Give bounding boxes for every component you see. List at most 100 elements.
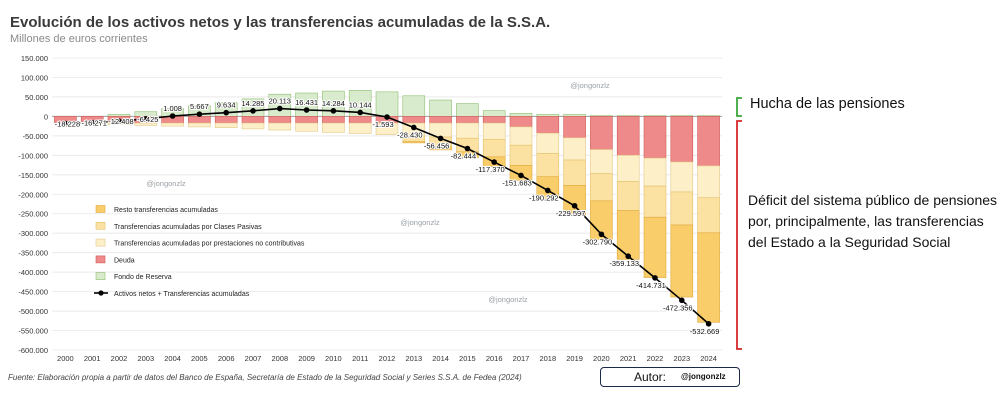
y-tick-label: -200.000 [18,190,48,199]
net-assets-point [411,124,417,131]
bar-resto [402,141,426,144]
net-assets-point [705,320,712,327]
bar-deuda [509,116,533,128]
x-tick-label: 2009 [298,354,315,363]
x-tick-label: 2018 [539,354,556,363]
bar-no-contributivas [643,157,667,187]
bar-resto [590,200,613,241]
chart-title: Evolución de los activos netos y las tra… [10,14,551,31]
bar-deuda [456,116,479,124]
net-assets-point [303,107,310,113]
net-assets-point [116,118,122,125]
bar-deuda [348,116,372,124]
x-tick-label: 2012 [379,354,396,363]
net-assets-point [679,297,685,304]
bar-deuda [536,116,560,134]
bar-clases-pasivas [509,144,533,166]
bar-clases-pasivas [563,159,586,186]
y-tick-label: 50.000 [25,93,48,102]
y-tick-label: -50.000 [23,132,48,141]
net-assets-data-label: -302.790 [583,237,613,246]
y-tick-label: -500.000 [18,307,48,316]
bar-resto [643,216,667,278]
bar-fondo-reserva [429,99,452,117]
watermark: @jongonzlz [488,295,528,304]
bar-no-contributivas [697,165,720,199]
x-tick-label: 2003 [137,354,154,363]
bar-fondo-reserva [509,112,533,117]
legend-swatch [95,205,106,213]
bar-deuda [670,116,694,163]
source-note: Fuente: Elaboración propia a partir de d… [8,373,522,382]
net-assets-point [518,172,524,179]
bar-resto [429,146,452,151]
bar-no-contributivas [322,122,345,133]
author-handle: @jongonzlz [681,372,726,381]
bar-deuda [590,116,613,150]
net-assets-point [223,109,229,116]
watermark: @jongonzlz [400,218,440,227]
bar-deuda [322,116,345,124]
net-assets-data-label: -6.425 [137,115,158,124]
legend-marker [98,290,104,296]
net-assets-data-label: 10.144 [349,100,372,109]
net-assets-data-label: 5.667 [190,102,209,111]
hucha-bracket [736,97,742,117]
net-assets-point [89,119,95,126]
bar-fondo-reserva [375,91,399,117]
net-assets-data-label: -532.669 [690,327,720,336]
deficit-bracket [736,120,742,350]
net-assets-data-label: -12.408 [108,117,133,126]
x-tick-label: 2001 [84,354,101,363]
bar-deuda [429,116,452,124]
x-tick-label: 2019 [566,354,583,363]
bar-resto [616,210,640,260]
net-assets-data-label: 9.634 [217,101,236,110]
bar-no-contributivas [536,132,560,154]
author-box: Autor: @jongonzlz [600,367,740,387]
net-assets-data-label: -229.597 [556,209,586,218]
net-assets-point [277,105,283,112]
x-tick-label: 2021 [620,354,637,363]
bar-resto [697,232,720,323]
y-tick-label: -250.000 [18,210,48,219]
bar-clases-pasivas [590,173,613,202]
legend-swatch [95,238,106,247]
x-tick-label: 2010 [325,354,342,363]
y-tick-label: -100.000 [18,151,48,160]
net-assets-point [62,120,69,127]
bar-no-contributivas [670,161,694,193]
bar-no-contributivas [375,122,399,135]
bar-no-contributivas [509,126,533,146]
x-tick-label: 2017 [513,354,530,363]
bar-clases-pasivas [482,139,506,158]
net-assets-point [491,159,498,165]
x-tick-label: 2015 [459,354,476,363]
legend-label: Transferencias acumuladas por Clases Pas… [114,224,262,231]
chart-subtitle: Millones de euros corrientes [10,33,148,45]
bar-clases-pasivas [670,191,694,226]
author-label: Autor: [634,370,667,384]
bar-no-contributivas [563,137,586,161]
hucha-annotation: Hucha de las pensiones [750,96,905,112]
bar-resto [670,224,694,298]
net-assets-data-label: 20.113 [269,97,291,106]
x-tick-label: 2024 [700,354,717,363]
x-tick-label: 2014 [432,354,449,363]
net-assets-point [384,114,390,120]
bar-fondo-reserva [402,95,426,117]
net-assets-point [143,116,149,122]
bar-no-contributivas [241,122,265,130]
net-assets-point [464,145,471,152]
bar-deuda [188,116,211,124]
bar-no-contributivas [295,122,318,132]
x-tick-label: 2006 [218,354,235,363]
watermark: @jongonzlz [570,81,610,90]
net-assets-point [169,113,176,119]
y-tick-label: 0 [44,112,48,121]
bar-no-contributivas [161,122,184,127]
legend-label: Transferencias acumuladas por prestacion… [114,241,305,248]
net-assets-data-label: -472.356 [663,303,693,312]
bar-clases-pasivas [643,185,667,218]
